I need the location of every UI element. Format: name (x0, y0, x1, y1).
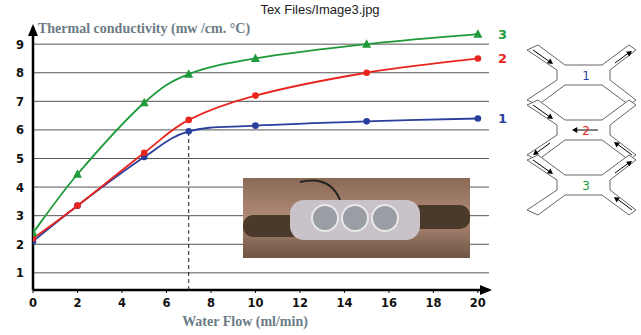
flow-arrow (614, 142, 620, 147)
photo-disc (312, 205, 338, 231)
series-marker (363, 118, 370, 125)
series-marker (252, 122, 259, 129)
series-marker (33, 228, 38, 237)
y-tick-label: 9 (16, 38, 24, 52)
flow-arrow (626, 161, 632, 166)
legend-label: 1 (498, 111, 507, 126)
flow-arrow (572, 127, 577, 133)
x-axis (33, 289, 489, 292)
photo-ground (243, 178, 470, 258)
y-tick-label: 4 (16, 181, 24, 195)
series-marker (363, 69, 370, 76)
y-tick-label: 7 (16, 95, 24, 109)
x-axis-arrow (480, 285, 492, 295)
flow-arrow-line (533, 105, 550, 117)
series-marker (74, 202, 81, 209)
flow-arrow (547, 169, 553, 174)
x-tick-label: 4 (118, 296, 126, 310)
flow-arrow-line (533, 50, 550, 62)
legend-label: 3 (498, 27, 507, 42)
series-marker (141, 149, 148, 156)
y-tick-label: 3 (16, 209, 24, 223)
x-tick-label: 2 (73, 296, 81, 310)
x-tick-label: 8 (207, 296, 215, 310)
y-tick-label: 6 (16, 123, 24, 137)
grid-line (33, 101, 489, 102)
flow-arrow (547, 59, 553, 64)
series-marker (73, 169, 82, 178)
photo-disc (372, 205, 398, 231)
y-axis-arrow (28, 24, 38, 36)
y-axis-title: Thermal conductivity (mw /cm. °C) (38, 21, 250, 37)
diagram-label: 1 (582, 69, 590, 83)
chart: Tex Files/Image3.jpg12345678902468101214… (0, 0, 641, 335)
grid-line (33, 129, 489, 130)
flow-arrow (533, 150, 539, 155)
legend-label: 2 (498, 51, 507, 66)
x-tick-label: 0 (29, 296, 37, 310)
series-marker (475, 115, 482, 122)
series-marker (185, 117, 192, 124)
series-marker (475, 55, 482, 62)
plot-area (33, 29, 482, 290)
series-marker (140, 98, 149, 107)
flow-arrow (626, 51, 632, 56)
series-marker (184, 69, 193, 78)
flow-arrow-line (533, 160, 550, 172)
series-marker (185, 128, 192, 135)
x-tick-label: 14 (336, 296, 352, 310)
flow-diagram: 1 (527, 45, 636, 105)
header: Tex Files/Image3.jpg (260, 2, 379, 17)
series-line (33, 118, 478, 241)
y-tick-label: 8 (16, 66, 24, 80)
reference-line (188, 131, 189, 290)
inset-photo (243, 178, 470, 258)
channel (527, 155, 636, 215)
series-marker (251, 53, 260, 62)
x-tick-label: 12 (292, 296, 308, 310)
flow-diagram: 3 (527, 155, 636, 215)
channel (527, 45, 636, 105)
series-marker (74, 202, 81, 209)
diagram-label: 3 (582, 179, 590, 193)
x-axis-title: Water Flow (ml/min) (182, 314, 308, 330)
series-marker (362, 39, 371, 48)
grid-line (33, 44, 489, 45)
diagram-label: 2 (582, 124, 590, 138)
series-line (33, 34, 478, 233)
x-tick-label: 16 (381, 296, 397, 310)
photo-disc (342, 205, 368, 231)
x-tick-label: 18 (425, 296, 441, 310)
x-tick-label: 6 (162, 296, 170, 310)
y-tick-label: 5 (16, 152, 24, 166)
photo-wire (300, 180, 340, 200)
y-tick-label: 2 (16, 238, 24, 252)
grid-line (33, 158, 489, 159)
series-marker (473, 29, 482, 38)
y-tick-label: 1 (16, 266, 24, 280)
x-tick-label: 10 (247, 296, 263, 310)
photo-sensor (290, 200, 420, 240)
y-axis (32, 27, 35, 290)
grid-line (33, 72, 489, 73)
flow-diagram: 2 (527, 100, 636, 160)
flow-diagrams: 1 2 3 (527, 45, 636, 215)
channel (527, 100, 636, 160)
flow-arrow (614, 197, 620, 202)
flow-arrow (547, 114, 553, 119)
series-marker (252, 92, 259, 99)
x-tick-label: 20 (470, 296, 486, 310)
grid-line (33, 272, 489, 273)
